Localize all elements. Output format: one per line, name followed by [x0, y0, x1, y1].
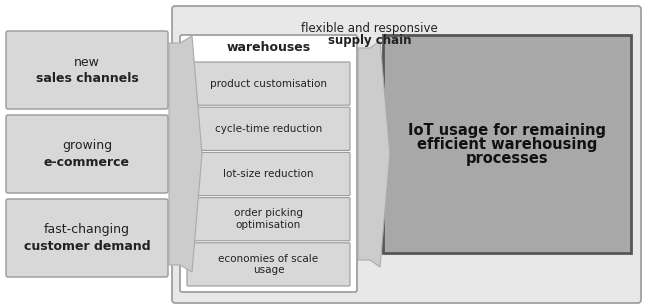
FancyBboxPatch shape	[383, 35, 631, 253]
Text: customer demand: customer demand	[24, 240, 151, 253]
Text: new: new	[74, 55, 100, 68]
Text: IoT usage for remaining: IoT usage for remaining	[408, 123, 606, 137]
Text: flexible and responsive: flexible and responsive	[301, 22, 438, 35]
Text: growing: growing	[62, 140, 112, 152]
Text: e-commerce: e-commerce	[44, 156, 130, 168]
Polygon shape	[169, 36, 202, 272]
Text: lot-size reduction: lot-size reduction	[224, 169, 314, 179]
FancyBboxPatch shape	[180, 35, 357, 292]
FancyBboxPatch shape	[6, 115, 168, 193]
Text: supply chain: supply chain	[328, 34, 412, 47]
Text: product customisation: product customisation	[210, 79, 327, 89]
Text: cycle-time reduction: cycle-time reduction	[215, 124, 322, 134]
FancyBboxPatch shape	[187, 198, 350, 241]
Text: fast-changing: fast-changing	[44, 224, 130, 237]
Polygon shape	[358, 41, 390, 267]
Text: efficient warehousing: efficient warehousing	[417, 136, 597, 152]
FancyBboxPatch shape	[187, 243, 350, 286]
Text: order picking
optimisation: order picking optimisation	[234, 209, 303, 230]
FancyBboxPatch shape	[187, 107, 350, 150]
Text: warehouses: warehouses	[227, 41, 311, 54]
Text: sales channels: sales channels	[36, 71, 138, 84]
Text: economies of scale
usage: economies of scale usage	[218, 253, 318, 275]
Text: processes: processes	[466, 151, 548, 165]
FancyBboxPatch shape	[6, 31, 168, 109]
FancyBboxPatch shape	[172, 6, 641, 303]
FancyBboxPatch shape	[6, 199, 168, 277]
FancyBboxPatch shape	[187, 152, 350, 196]
FancyBboxPatch shape	[187, 62, 350, 105]
